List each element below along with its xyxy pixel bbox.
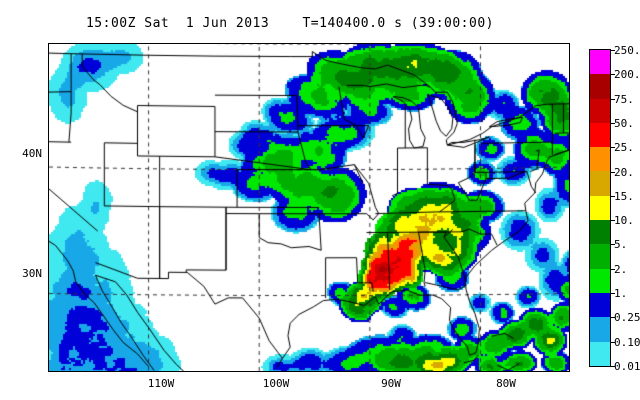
colorbar-tick-6 (611, 195, 615, 197)
colorbar-tick-11 (611, 317, 615, 319)
precipitation-map-canvas[interactable] (49, 44, 569, 371)
colorbar-label-4: 25. (614, 141, 634, 155)
colorbar-label-7: 10. (614, 214, 634, 228)
colorbar-tick-10 (611, 293, 615, 295)
colorbar-tick-13 (611, 366, 615, 367)
colorbar-band-0 (590, 50, 610, 75)
colorbar-band-12 (590, 341, 610, 366)
colorbar-band-1 (590, 74, 610, 99)
page-title: 15:00Z Sat 1 Jun 2013 T=140400.0 s (39:0… (85, 16, 494, 31)
colorbar-band-4 (590, 147, 610, 172)
x-tick-label-90w: 90W (381, 377, 401, 390)
colorbar-label-0: 250. (614, 44, 640, 57)
x-tick-label-100w: 100W (262, 377, 290, 390)
colorbar-label-12: 0.10 (614, 335, 640, 349)
colorbar-tick-4 (611, 147, 615, 149)
colorbar-band-10 (590, 292, 610, 318)
colorbar-tick-3 (611, 122, 615, 124)
colorbar-band-5 (590, 171, 610, 196)
colorbar-band-3 (590, 122, 610, 148)
colorbar-label-5: 20. (614, 165, 634, 179)
colorbar-band-9 (590, 268, 610, 293)
colorbar-label-13: 0.01 (614, 360, 640, 373)
colorbar-label-9: 2. (614, 262, 628, 276)
colorbar-label-10: 1. (614, 287, 628, 301)
colorbar-label-2: 75. (614, 92, 634, 106)
colorbar-band-8 (590, 244, 610, 269)
colorbar-label-3: 50. (614, 116, 634, 130)
colorbar-label-11: 0.25 (614, 311, 640, 325)
colorbar-band-6 (590, 195, 610, 221)
colorbar-tick-12 (611, 341, 615, 343)
colorbar-tick-5 (611, 171, 615, 173)
colorbar-label-6: 15. (614, 189, 634, 203)
colorbar-band-11 (590, 317, 610, 342)
colorbar-tick-2 (611, 98, 615, 100)
colorbar-tick-9 (611, 268, 615, 270)
colorbar-tick-1 (611, 74, 615, 76)
colorbar-tick-8 (611, 244, 615, 246)
colorbar-label-8: 5. (614, 238, 628, 252)
y-tick-label-30n: 30N (22, 267, 42, 280)
colorbar-band-7 (590, 220, 610, 245)
colorbar[interactable] (589, 49, 611, 367)
y-tick-label-40n: 40N (22, 147, 42, 160)
colorbar-band-2 (590, 98, 610, 123)
x-tick-label-80w: 80W (496, 377, 516, 390)
colorbar-label-1: 200. (614, 68, 640, 82)
map-panel[interactable] (48, 43, 570, 372)
colorbar-tick-7 (611, 220, 615, 222)
colorbar-tick-0 (611, 50, 615, 51)
x-tick-label-110w: 110W (147, 377, 175, 390)
